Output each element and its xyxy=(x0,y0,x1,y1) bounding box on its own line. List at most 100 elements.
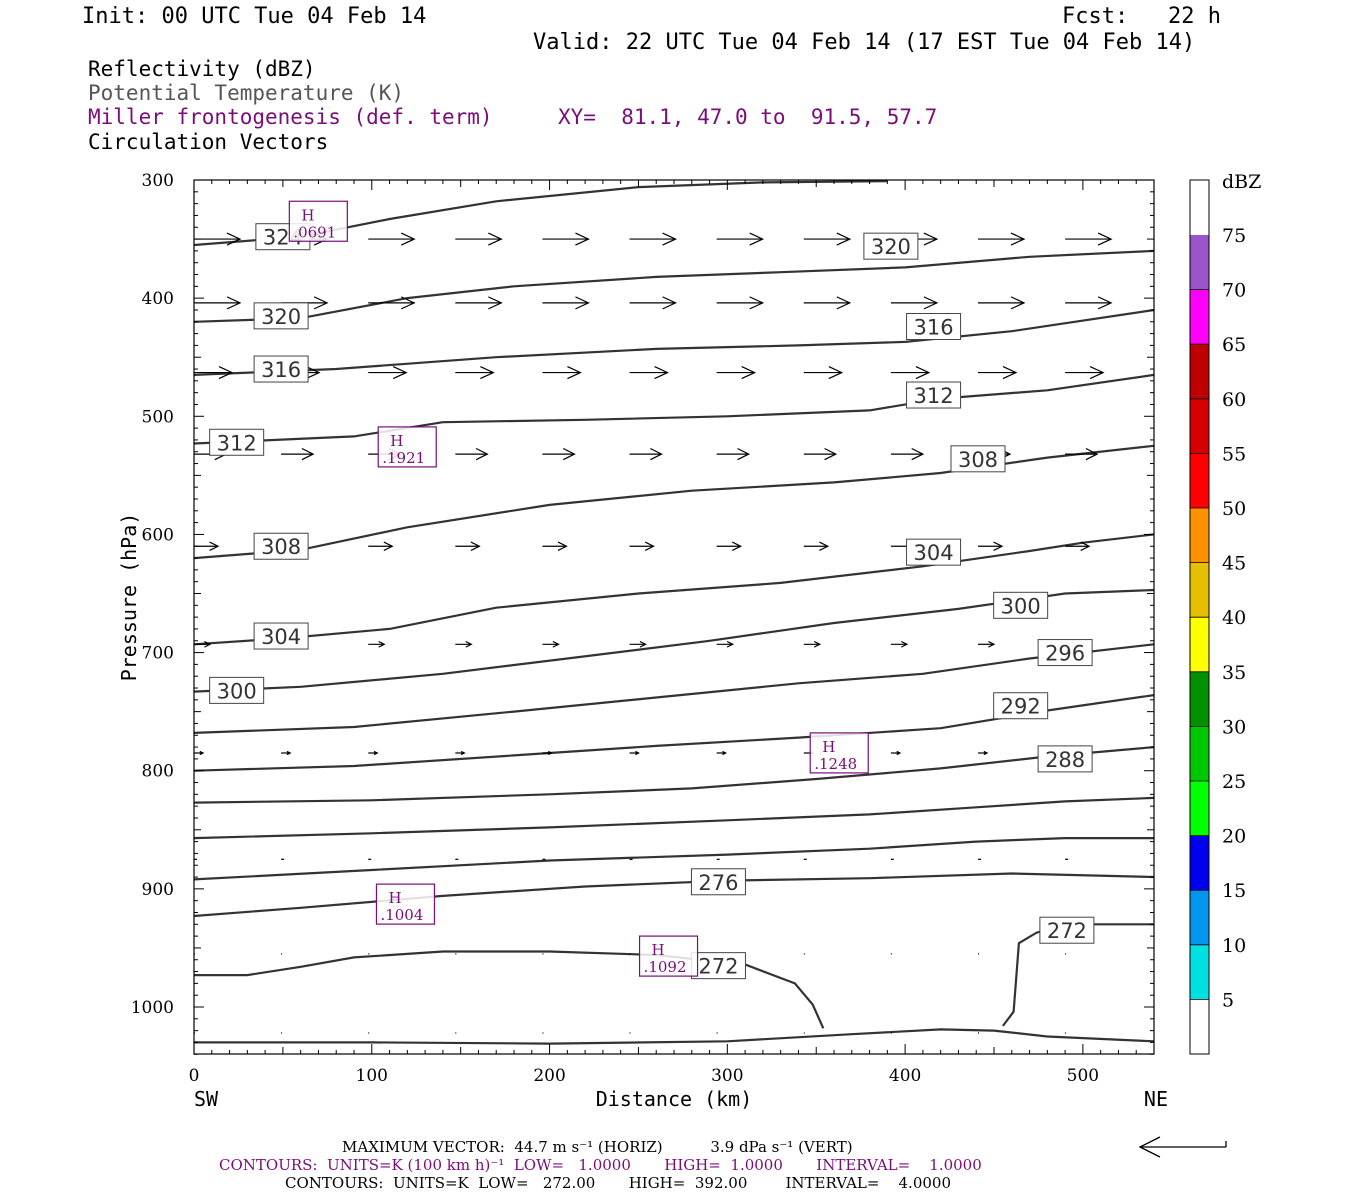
circulation-vector xyxy=(368,541,394,551)
theta-contour-276 xyxy=(194,872,1154,918)
circulation-vector xyxy=(542,296,590,310)
svg-text:308: 308 xyxy=(261,535,301,559)
circulation-vector xyxy=(281,750,292,756)
circulation-vector xyxy=(194,366,234,380)
colorbar-label: 65 xyxy=(1222,334,1246,356)
contour-label: 308 xyxy=(253,532,309,560)
theta-contour-312 xyxy=(194,373,1154,445)
circulation-vector xyxy=(542,447,576,461)
circulation-vector xyxy=(803,541,830,551)
theta-contour-280 xyxy=(194,837,1154,881)
circulation-vector xyxy=(455,232,503,246)
svg-text:.1921: .1921 xyxy=(382,449,425,467)
circulation-vector xyxy=(455,447,489,461)
circulation-vector xyxy=(716,296,765,310)
y-tick-label: 800 xyxy=(142,762,174,782)
svg-text:276: 276 xyxy=(698,871,738,895)
svg-text:H: H xyxy=(301,206,314,224)
circulation-vector xyxy=(629,640,647,648)
contour-label: 272 xyxy=(690,952,746,980)
theta-contour-268 xyxy=(194,1028,1154,1045)
legend-reflectivity: Reflectivity (dBZ) xyxy=(88,57,316,81)
circulation-vector xyxy=(716,541,743,551)
circulation-vector xyxy=(542,750,553,756)
colorbar-top xyxy=(1190,180,1209,235)
contour-label: 316 xyxy=(253,355,309,383)
circulation-vector xyxy=(716,447,751,461)
contour-label: 316 xyxy=(906,312,962,340)
circulation-vector xyxy=(542,640,560,648)
footer-contours-fronto: CONTOURS: UNITS=K (100 km h)⁻¹ LOW= 1.00… xyxy=(219,1156,982,1174)
footer-contours-theta: CONTOURS: UNITS=K LOW= 272.00 HIGH= 392.… xyxy=(285,1174,951,1192)
svg-text:320: 320 xyxy=(261,305,301,329)
y-tick-label: 900 xyxy=(142,880,174,900)
contour-label: 300 xyxy=(209,676,265,704)
circulation-vector xyxy=(1065,296,1113,310)
circulation-vector xyxy=(542,232,590,246)
x-end-right: NE xyxy=(1144,1087,1168,1111)
svg-text:308: 308 xyxy=(958,448,998,472)
circulation-vector xyxy=(890,447,925,461)
colorbar-swatch xyxy=(1190,562,1209,618)
colorbar-label: 10 xyxy=(1222,935,1246,957)
circulation-vector xyxy=(368,750,379,756)
x-tick-label: 300 xyxy=(711,1066,743,1086)
theta-contour-320 xyxy=(194,249,1154,323)
circulation-vector xyxy=(629,447,663,461)
frontogenesis-max: H.1248 xyxy=(809,732,869,774)
forecast-hour: Fcst: 22 h xyxy=(1062,4,1221,29)
circulation-vector xyxy=(194,640,212,648)
y-tick-label: 600 xyxy=(142,525,174,545)
svg-text:292: 292 xyxy=(1001,695,1041,719)
contour-label: 320 xyxy=(863,232,919,260)
contour-label: 276 xyxy=(690,868,746,896)
colorbar-swatch xyxy=(1190,781,1209,836)
contour-label: 272 xyxy=(1039,916,1095,944)
circulation-vector xyxy=(368,296,416,310)
legend-xy: XY= 81.1, 47.0 to 91.5, 57.7 xyxy=(558,105,938,129)
colorbar-swatch xyxy=(1190,726,1209,781)
theta-contour-304 xyxy=(194,533,1154,646)
colorbar-label: 75 xyxy=(1222,225,1246,247)
theta-contour-288 xyxy=(194,746,1154,804)
colorbar-label: 50 xyxy=(1222,498,1246,520)
y-axis-title: Pressure (hPa) xyxy=(117,513,141,682)
circulation-vector xyxy=(368,232,416,246)
init-time: Init: 00 UTC Tue 04 Feb 14 xyxy=(82,4,427,29)
circulation-vector xyxy=(455,296,503,310)
colorbar-label: 15 xyxy=(1222,880,1246,902)
colorbar-label: 55 xyxy=(1222,443,1246,465)
svg-text:300: 300 xyxy=(1001,594,1041,618)
svg-text:H: H xyxy=(652,941,665,959)
colorbar-swatch xyxy=(1190,617,1209,672)
svg-text:272: 272 xyxy=(698,955,738,979)
circulation-vector xyxy=(1065,447,1099,461)
circulation-vector xyxy=(1065,541,1091,551)
colorbar-label: 25 xyxy=(1222,771,1246,793)
theta-contour-272 xyxy=(194,950,825,1029)
contour-label: 320 xyxy=(253,302,309,330)
circulation-vector xyxy=(890,366,931,380)
reference-vector xyxy=(1138,1136,1227,1158)
circulation-vector xyxy=(1065,366,1105,380)
circulation-vector xyxy=(716,640,735,648)
legend-vectors: Circulation Vectors xyxy=(88,130,329,154)
circulation-vector xyxy=(1065,232,1113,246)
colorbar-label: 30 xyxy=(1222,716,1246,738)
svg-text:312: 312 xyxy=(914,384,954,408)
circulation-vector xyxy=(368,640,386,648)
colorbar-label: 35 xyxy=(1222,662,1246,684)
svg-text:.0691: .0691 xyxy=(293,223,336,241)
x-tick-label: 400 xyxy=(889,1066,921,1086)
x-end-left: SW xyxy=(194,1087,219,1111)
colorbar-swatch xyxy=(1190,944,1209,1000)
y-tick-label: 700 xyxy=(142,644,174,664)
circulation-vector xyxy=(803,640,822,648)
contour-label: 312 xyxy=(906,381,962,409)
theta-contour-316 xyxy=(194,308,1154,376)
circulation-vector xyxy=(978,750,989,756)
colorbar-swatch xyxy=(1190,289,1209,345)
colorbar-swatch xyxy=(1190,671,1209,727)
circulation-vector xyxy=(803,296,852,310)
theta-contour-296 xyxy=(194,643,1154,734)
